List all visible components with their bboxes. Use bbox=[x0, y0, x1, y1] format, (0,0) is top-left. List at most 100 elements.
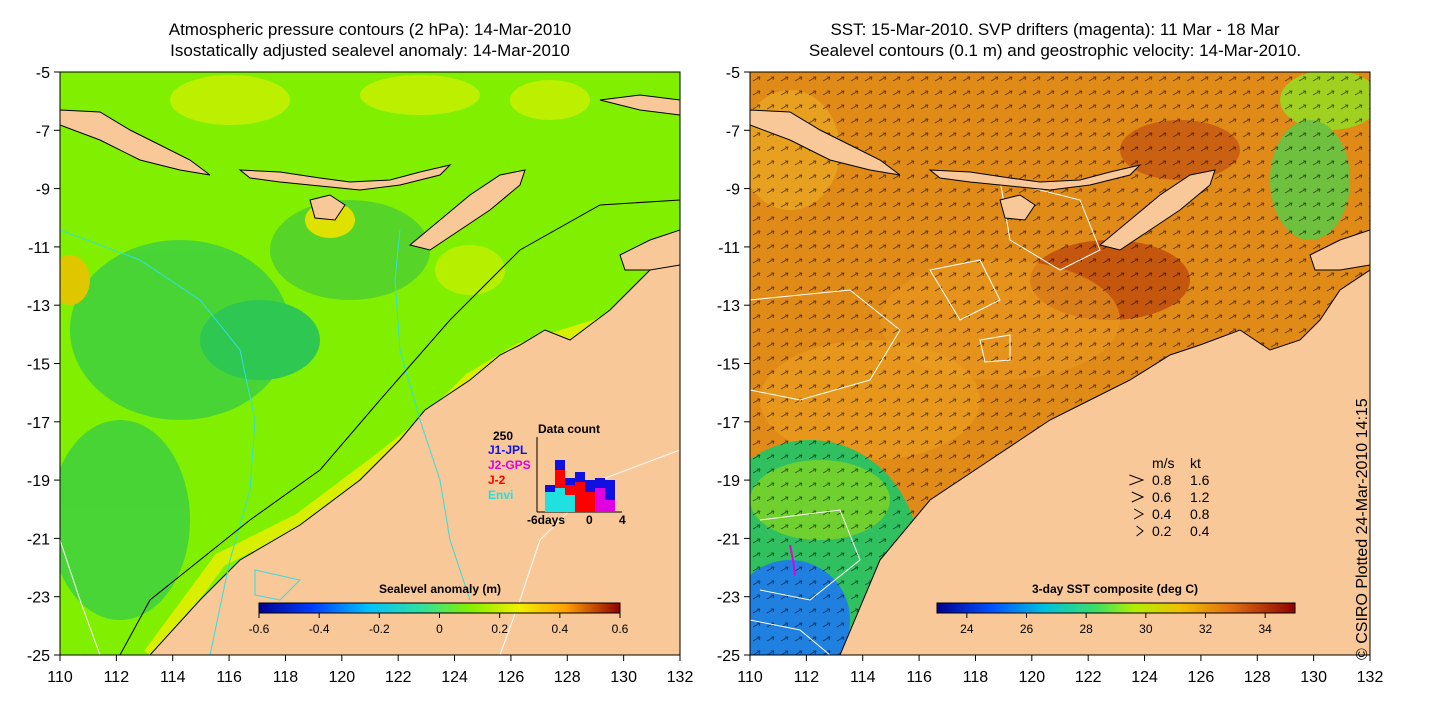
right-lat-tick-label: -21 bbox=[717, 531, 740, 548]
left-colorbar-tick-label: -0.6 bbox=[249, 622, 270, 636]
left-lon-tick-label: 132 bbox=[667, 669, 694, 686]
left-lon-tick-label: 124 bbox=[441, 669, 468, 686]
right-colorbar-tick-label: 24 bbox=[960, 622, 974, 636]
velocity-legend-arrow bbox=[1131, 491, 1145, 503]
right-lon-tick-label: 112 bbox=[794, 669, 820, 686]
right-lon-tick-label: 118 bbox=[963, 669, 989, 686]
velocity-legend-ms: 0.6 bbox=[1152, 489, 1172, 505]
velocity-legend-kt: 1.6 bbox=[1190, 472, 1210, 488]
right-colorbar-tick-label: 32 bbox=[1199, 622, 1213, 636]
copyright-text: © CSIRO Plotted 24-Mar-2010 14:15 bbox=[1354, 398, 1371, 660]
data-count-xtick-start: -6days bbox=[527, 513, 565, 527]
left-lat-tick-label: -25 bbox=[27, 648, 50, 665]
left-lon-tick-label: 110 bbox=[47, 669, 73, 686]
right-title-line1: SST: 15-Mar-2010. SVP drifters (magenta)… bbox=[830, 20, 1280, 39]
data-count-xtick-end: 4 bbox=[619, 513, 626, 527]
left-lat-tick-label: -13 bbox=[27, 298, 50, 315]
velocity-legend-ms: 0.2 bbox=[1152, 523, 1172, 539]
right-lat-tick-label: -7 bbox=[726, 123, 740, 140]
left-colorbar-tick-label: -0.4 bbox=[309, 622, 330, 636]
svp-drifter-track bbox=[789, 544, 796, 576]
right-lat-tick-label: -5 bbox=[726, 65, 740, 82]
left-australia-land bbox=[149, 254, 680, 655]
right-australia-land bbox=[839, 269, 1370, 655]
right-lon-tick-label: 128 bbox=[1244, 669, 1271, 686]
left-map bbox=[60, 72, 680, 655]
right-colorbar-tick-label: 30 bbox=[1139, 622, 1153, 636]
left-colorbar-gradient bbox=[258, 602, 621, 614]
left-title-line2: Isostatically adjusted sealevel anomaly:… bbox=[170, 41, 570, 60]
legend-envi: Envi bbox=[488, 488, 513, 502]
right-lon-tick-label: 120 bbox=[1018, 669, 1045, 686]
right-sealevel-contours bbox=[750, 179, 1101, 655]
right-lat-tick-label: -17 bbox=[717, 415, 740, 432]
left-lat-tick-label: -9 bbox=[36, 182, 50, 199]
velocity-legend-ms: 0.8 bbox=[1152, 472, 1172, 488]
right-lon-tick-label: 110 bbox=[737, 669, 763, 686]
left-lat-tick-label: -15 bbox=[27, 357, 50, 374]
velocity-legend-kt: 0.8 bbox=[1190, 506, 1210, 522]
right-map bbox=[750, 72, 1370, 655]
velocity-legend: m/s kt 0.8 1.60.6 1.20.4 0.80.2 0.4 bbox=[1129, 455, 1210, 539]
right-lon-tick-label: 116 bbox=[906, 669, 932, 686]
velocity-legend-kt-header: kt bbox=[1190, 455, 1201, 471]
left-colorbar-tick-label: 0.4 bbox=[551, 622, 568, 636]
right-lon-tick-label: 124 bbox=[1131, 669, 1158, 686]
right-lat-tick-label: -25 bbox=[717, 648, 740, 665]
left-colorbar-tick-label: -0.2 bbox=[369, 622, 390, 636]
right-lon-tick-label: 126 bbox=[1188, 669, 1215, 686]
left-pressure-contours bbox=[60, 199, 680, 655]
left-lon-tick-label: 126 bbox=[498, 669, 525, 686]
left-lon-tick-label: 116 bbox=[216, 669, 242, 686]
left-lat-tick-label: -23 bbox=[27, 590, 50, 607]
data-count-title: Data count bbox=[538, 422, 600, 436]
velocity-legend-arrow bbox=[1129, 474, 1145, 486]
left-lon-tick-label: 114 bbox=[160, 669, 186, 686]
data-count-ymax: 250 bbox=[493, 429, 513, 443]
left-colorbar-tick-label: 0.6 bbox=[612, 622, 629, 636]
left-lon-tick-label: 128 bbox=[554, 669, 581, 686]
right-colorbar-tick-label: 28 bbox=[1079, 622, 1093, 636]
left-lon-tick-label: 118 bbox=[273, 669, 299, 686]
velocity-legend-arrow bbox=[1136, 525, 1144, 537]
right-colorbar: 3-day SST composite (deg C) 24 26 28 30 32 34 bbox=[936, 582, 1296, 636]
right-lon-tick-label: 132 bbox=[1357, 669, 1384, 686]
left-lat-tick-label: -7 bbox=[36, 123, 50, 140]
right-lat-tick-label: -15 bbox=[717, 357, 740, 374]
right-lon-tick-label: 122 bbox=[1075, 669, 1102, 686]
right-lat-tick-label: -23 bbox=[717, 590, 740, 607]
velocity-legend-arrow bbox=[1133, 508, 1145, 520]
left-colorbar-tick-label: 0.2 bbox=[491, 622, 508, 636]
legend-j2-gps: J2-GPS bbox=[488, 458, 531, 472]
left-lon-tick-label: 120 bbox=[328, 669, 355, 686]
left-lon-tick-label: 130 bbox=[610, 669, 637, 686]
left-lon-tick-label: 112 bbox=[104, 669, 130, 686]
left-lat-axis: -5 -7 -9 -11 -13 -15 -17 -19 -21 -23 -25 bbox=[27, 65, 60, 665]
right-lat-tick-label: -19 bbox=[717, 473, 740, 490]
right-islands bbox=[750, 109, 1370, 271]
left-lat-tick-label: -17 bbox=[27, 415, 50, 432]
velocity-legend-ms-header: m/s bbox=[1152, 455, 1175, 471]
right-colorbar-gradient bbox=[936, 602, 1296, 614]
left-lat-tick-label: -19 bbox=[27, 473, 50, 490]
right-colorbar-tick-label: 34 bbox=[1258, 622, 1272, 636]
velocity-legend-kt: 0.4 bbox=[1190, 523, 1210, 539]
left-colorbar: Sealevel anomaly (m) -0.6 -0.4 -0.2 0 0.2 0.4… bbox=[249, 582, 629, 636]
right-lon-axis: 110 112 114 116 118 120 122 124 126 128 130 132 bbox=[737, 655, 1383, 686]
right-title-line2: Sealevel contours (0.1 m) and geostrophi… bbox=[808, 41, 1302, 60]
left-lon-tick-label: 122 bbox=[385, 669, 412, 686]
right-lat-tick-label: -13 bbox=[717, 298, 740, 315]
left-lat-tick-label: -21 bbox=[27, 531, 50, 548]
right-lon-tick-label: 130 bbox=[1300, 669, 1327, 686]
data-count-xtick-zero: 0 bbox=[586, 513, 593, 527]
left-colorbar-tick-label: 0 bbox=[436, 622, 443, 636]
legend-j1-jpl: J1-JPL bbox=[488, 443, 527, 457]
velocity-legend-ms: 0.4 bbox=[1152, 506, 1172, 522]
velocity-legend-kt: 1.2 bbox=[1190, 489, 1210, 505]
left-lat-tick-label: -5 bbox=[36, 65, 50, 82]
left-colorbar-label: Sealevel anomaly (m) bbox=[379, 582, 501, 596]
left-lon-axis: 110 112 114 116 118 120 122 124 126 128 130 132 bbox=[47, 655, 693, 686]
legend-j-2: J-2 bbox=[488, 473, 506, 487]
right-lon-tick-label: 114 bbox=[850, 669, 876, 686]
